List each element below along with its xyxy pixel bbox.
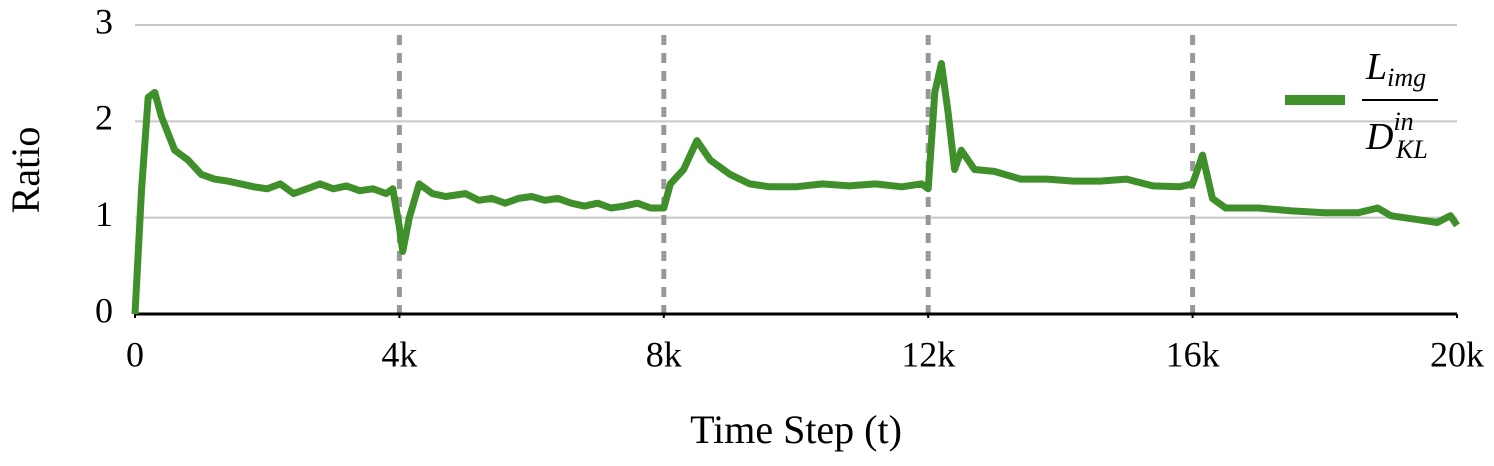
- x-tick-label: 4k: [381, 334, 417, 374]
- x-tick-label: 16k: [1166, 334, 1220, 374]
- legend-text: D: [1365, 116, 1393, 158]
- legend-text: img: [1387, 63, 1426, 92]
- y-tick-label: 1: [95, 194, 113, 234]
- x-tick-label: 8k: [646, 334, 682, 374]
- legend-denominator: Din KL: [1365, 107, 1428, 164]
- x-axis-label: Time Step (t): [690, 407, 902, 452]
- y-tick-label: 2: [95, 98, 113, 138]
- legend-text: KL: [1395, 135, 1428, 164]
- legend-numerator: Limg: [1365, 46, 1426, 92]
- legend-text: in: [1393, 107, 1413, 136]
- legend-text: L: [1365, 46, 1387, 88]
- x-tick-label: 20k: [1430, 334, 1484, 374]
- x-tick-label: 12k: [901, 334, 955, 374]
- y-tick-label: 3: [95, 1, 113, 41]
- y-tick-label: 0: [95, 290, 113, 330]
- y-axis-label: Ratio: [3, 127, 48, 214]
- data-line: [131, 60, 1460, 315]
- x-tick-label: 0: [126, 334, 144, 374]
